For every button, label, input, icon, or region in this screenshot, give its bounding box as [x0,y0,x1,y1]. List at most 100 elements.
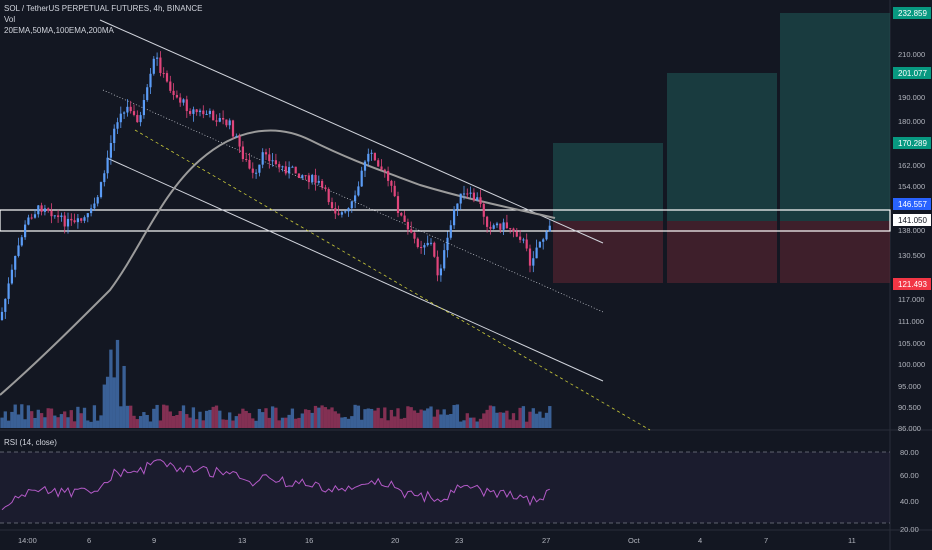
volume-bar [508,419,512,428]
volume-bar [307,410,311,428]
candle-body [482,203,485,217]
candle-body [479,197,482,204]
ma-legend[interactable]: 20EMA,50MA,100EMA,200MA [4,26,114,35]
time-label: 23 [455,536,463,545]
volume-series [0,339,552,428]
volume-bar [69,410,73,428]
volume-bar [63,411,67,428]
volume-bar [297,417,301,428]
candle-body [354,195,357,202]
volume-bar [132,415,136,428]
candle-body [301,175,304,178]
volume-legend[interactable]: Vol [4,15,16,24]
volume-bar [333,411,337,428]
stop-zone-3[interactable] [780,221,890,283]
volume-bar [416,412,420,428]
volume-bar [419,409,423,428]
candle-body [169,81,172,91]
candle-body [347,208,350,212]
volume-bar [0,417,4,428]
candle-body [519,236,522,240]
current-price-text: 146.557 [898,200,927,209]
candle-body [383,169,386,171]
candle-body [215,120,218,122]
time-label: 6 [87,536,91,545]
channel-upper-line[interactable] [99,19,604,244]
candle-body [66,218,70,227]
time-label: 4 [698,536,702,545]
moving-average-line[interactable] [0,129,556,396]
volume-bar [445,414,450,428]
volume-bar [492,406,496,428]
volume-bar [36,409,40,428]
target-badge-text: 232.859 [898,9,927,18]
candle-body [192,109,195,114]
volume-bar [482,413,486,428]
candle-body [172,90,175,95]
volume-bar [43,417,47,428]
candle-body [159,57,162,73]
candle-body [261,152,264,165]
candle-body [53,215,56,217]
candlestick-series[interactable] [0,51,551,321]
candle-body [387,170,390,181]
channel-lower-line[interactable] [106,157,604,382]
candle-body [429,242,433,244]
target-zone-2[interactable] [667,73,777,221]
candle-body [179,97,182,103]
candle-body [198,110,202,113]
rsi-series [1,459,550,511]
candle-body [202,110,205,115]
channel-mid-line[interactable] [102,89,604,313]
target-zone-1[interactable] [553,143,663,221]
candle-body [57,215,60,218]
candle-body [311,174,314,183]
price-label: 105.000 [898,339,925,348]
volume-bar [168,411,172,428]
candle-body [416,238,419,248]
volume-bar [138,416,143,428]
price-label: 90.500 [898,403,921,412]
time-label: 7 [764,536,768,545]
rsi-legend[interactable]: RSI (14, close) [4,438,57,447]
candle-body [446,237,449,251]
volume-bar [472,417,476,428]
volume-bar [49,408,54,428]
resistance-rectangle[interactable] [0,209,891,232]
candle-body [423,245,426,248]
stop-zone-2[interactable] [667,221,777,283]
candle-body [231,120,235,137]
volume-bar [13,404,17,428]
long-position-tools[interactable] [553,13,890,283]
candle-body [350,201,353,209]
candle-body [330,202,334,209]
volume-bar [178,411,182,428]
volume-bar [96,420,100,428]
candle-body [116,122,119,129]
volume-bar [76,406,80,428]
symbol-title[interactable]: SOL / TetherUS PERPETUAL FUTURES, 4h, BI… [4,4,203,13]
time-axis[interactable]: 14:00 6 9 13 16 20 23 27 Oct 4 7 11 [18,536,856,545]
level-badge [893,214,931,226]
volume-bar [412,410,417,428]
descending-channel[interactable] [99,19,651,431]
candle-body [119,113,122,123]
candle-body [370,152,373,154]
volume-bar [459,421,463,428]
target-zone-3[interactable] [780,13,890,221]
volume-bar [39,413,44,428]
rsi-label: 20.00 [900,525,919,534]
volume-bar [165,405,169,428]
candle-body [456,203,459,210]
volume-bar [244,410,248,428]
candle-body [235,136,238,138]
candle-body [10,269,13,284]
rsi-axis[interactable]: 80.00 60.00 40.00 20.00 [900,448,919,534]
volume-bar [383,407,387,428]
price-axis[interactable]: 210.000 190.000 180.000 162.000 154.000 … [893,7,931,433]
volume-bar [122,365,126,428]
volume-bar [129,405,133,428]
stop-zone-1[interactable] [553,221,663,283]
candle-body [307,175,310,183]
